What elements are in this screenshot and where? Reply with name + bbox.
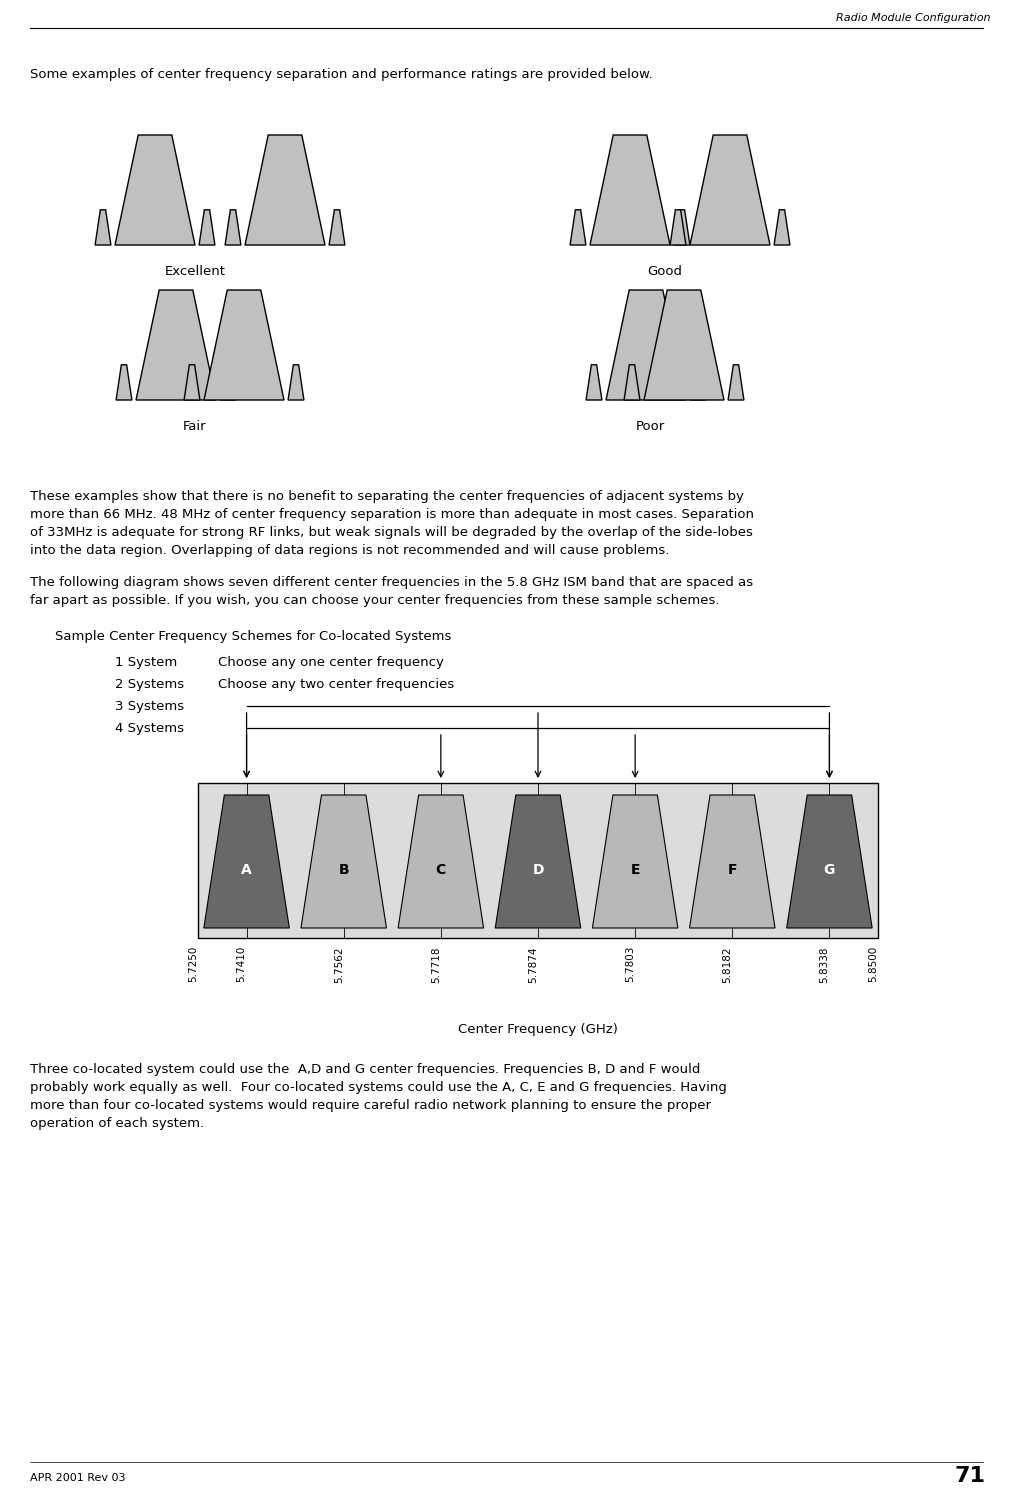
Polygon shape: [495, 794, 580, 928]
Text: Some examples of center frequency separation and performance ratings are provide: Some examples of center frequency separa…: [30, 67, 652, 81]
Polygon shape: [670, 209, 686, 245]
Polygon shape: [606, 290, 686, 399]
Text: of 33MHz is adequate for strong RF links, but weak signals will be degraded by t: of 33MHz is adequate for strong RF links…: [30, 527, 753, 539]
Text: C: C: [436, 863, 446, 877]
Text: more than 66 MHz. 48 MHz of center frequency separation is more than adequate in: more than 66 MHz. 48 MHz of center frequ…: [30, 509, 754, 521]
Text: 3 Systems: 3 Systems: [115, 700, 184, 712]
Polygon shape: [220, 365, 236, 399]
Polygon shape: [570, 209, 586, 245]
Polygon shape: [204, 794, 290, 928]
Text: 5.8182: 5.8182: [722, 945, 732, 983]
Polygon shape: [204, 290, 284, 399]
Polygon shape: [644, 290, 724, 399]
Text: 5.7410: 5.7410: [237, 945, 246, 983]
Polygon shape: [288, 365, 304, 399]
Polygon shape: [329, 209, 344, 245]
FancyBboxPatch shape: [198, 782, 878, 938]
Text: 5.7803: 5.7803: [625, 945, 635, 983]
Text: Good: Good: [647, 265, 683, 278]
Polygon shape: [624, 365, 640, 399]
Polygon shape: [136, 290, 216, 399]
Text: Fair: Fair: [183, 420, 207, 432]
Text: 4 Systems: 4 Systems: [115, 721, 184, 735]
Text: Excellent: Excellent: [164, 265, 226, 278]
Text: Three co-located system could use the  A,D and G center frequencies. Frequencies: Three co-located system could use the A,…: [30, 1064, 700, 1076]
Text: far apart as possible. If you wish, you can choose your center frequencies from : far apart as possible. If you wish, you …: [30, 594, 719, 607]
Polygon shape: [95, 209, 110, 245]
Text: Center Frequency (GHz): Center Frequency (GHz): [458, 1023, 618, 1037]
Polygon shape: [301, 794, 386, 928]
Text: Choose any one center frequency: Choose any one center frequency: [218, 655, 444, 669]
Polygon shape: [774, 209, 790, 245]
Text: These examples show that there is no benefit to separating the center frequencie: These examples show that there is no ben…: [30, 491, 744, 503]
Text: 71: 71: [954, 1466, 985, 1486]
Text: probably work equally as well.  Four co-located systems could use the A, C, E an: probably work equally as well. Four co-l…: [30, 1082, 727, 1094]
Text: APR 2001 Rev 03: APR 2001 Rev 03: [30, 1474, 126, 1483]
Polygon shape: [674, 209, 690, 245]
Text: operation of each system.: operation of each system.: [30, 1118, 205, 1129]
Polygon shape: [690, 365, 706, 399]
Text: Poor: Poor: [635, 420, 665, 432]
Text: 5.7250: 5.7250: [188, 945, 198, 983]
Text: The following diagram shows seven different center frequencies in the 5.8 GHz IS: The following diagram shows seven differ…: [30, 576, 753, 589]
Text: 5.8338: 5.8338: [820, 945, 830, 983]
Text: E: E: [630, 863, 640, 877]
Polygon shape: [593, 794, 678, 928]
Polygon shape: [200, 209, 215, 245]
Polygon shape: [728, 365, 744, 399]
Text: 2 Systems: 2 Systems: [115, 678, 184, 691]
Text: 5.7718: 5.7718: [431, 945, 441, 983]
Text: Choose any two center frequencies: Choose any two center frequencies: [218, 678, 454, 691]
Text: 5.7874: 5.7874: [528, 945, 538, 983]
Text: 5.7562: 5.7562: [333, 945, 343, 983]
Text: more than four co-located systems would require careful radio network planning t: more than four co-located systems would …: [30, 1100, 711, 1112]
Polygon shape: [587, 365, 602, 399]
Polygon shape: [690, 135, 770, 245]
Text: D: D: [532, 863, 544, 877]
Text: B: B: [338, 863, 349, 877]
Text: G: G: [824, 863, 835, 877]
Polygon shape: [225, 209, 241, 245]
Text: A: A: [241, 863, 252, 877]
Polygon shape: [245, 135, 325, 245]
Polygon shape: [398, 794, 483, 928]
Polygon shape: [590, 135, 670, 245]
Text: into the data region. Overlapping of data regions is not recommended and will ca: into the data region. Overlapping of dat…: [30, 545, 670, 557]
Text: F: F: [727, 863, 737, 877]
Polygon shape: [787, 794, 872, 928]
Text: Radio Module Configuration: Radio Module Configuration: [836, 13, 990, 22]
Text: Sample Center Frequency Schemes for Co-located Systems: Sample Center Frequency Schemes for Co-l…: [55, 630, 452, 643]
Polygon shape: [184, 365, 200, 399]
Polygon shape: [690, 794, 775, 928]
Text: 1 System: 1 System: [115, 655, 177, 669]
Polygon shape: [115, 135, 194, 245]
Polygon shape: [116, 365, 132, 399]
Text: 5.8500: 5.8500: [868, 945, 878, 983]
